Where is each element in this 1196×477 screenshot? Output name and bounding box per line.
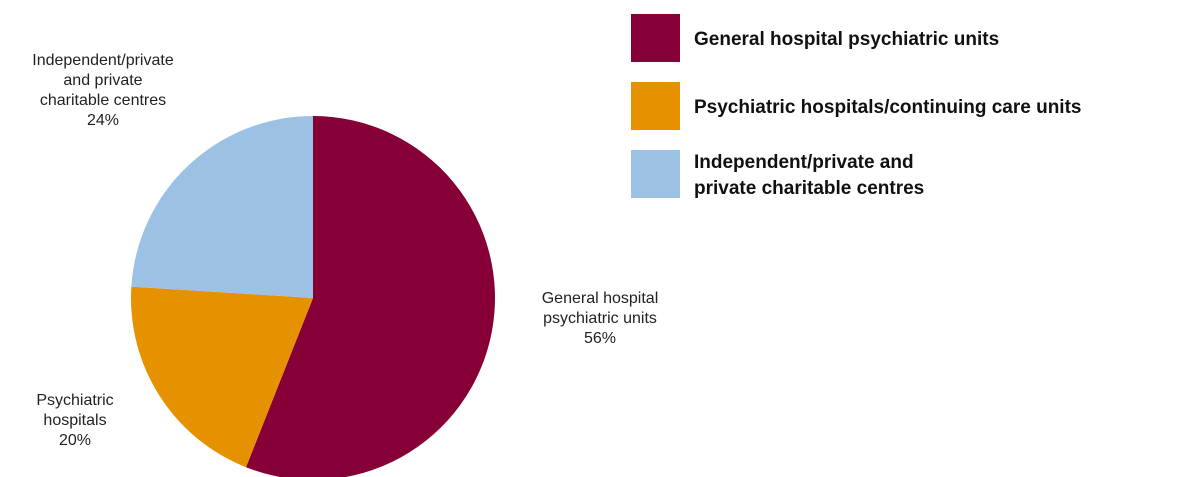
legend-label-line: General hospital psychiatric units [694, 29, 999, 50]
legend-label-line: private charitable centres [694, 178, 924, 199]
slice-label-line: Independent/private [32, 52, 174, 69]
slice-label-line: psychiatric units [543, 310, 657, 327]
slice-label-line: General hospital [542, 290, 659, 307]
slice-label-line: and private [63, 72, 142, 89]
slice-label-line: 24% [87, 112, 119, 129]
slice-label-line: Psychiatric [36, 392, 113, 409]
legend-label: Psychiatric hospitals/continuing care un… [694, 97, 1081, 118]
slice-label-independent-private-and-private-charitable-centres: Independent/private and private charitable… [32, 52, 174, 129]
legend-swatch [631, 14, 680, 62]
pie-slice-psychiatric-hospitals-continuing-care-units [131, 286, 313, 468]
pie-slice-independent-private-and-private-charitable-centres [131, 116, 313, 298]
slice-label-general-hospital-psychiatric-units: General hospital psychiatric units 56% [542, 290, 659, 347]
legend-label: General hospital psychiatric units [694, 29, 999, 50]
legend: General hospital psychiatric units Psychi… [631, 14, 1081, 199]
slice-label-line: charitable centres [40, 92, 166, 109]
legend-label-line: Independent/private and [694, 152, 914, 173]
legend-swatch [631, 82, 680, 130]
slice-labels: General hospital psychiatric units 56% Psyc… [32, 52, 658, 449]
slice-label-line: 20% [59, 432, 91, 449]
slice-label-line: hospitals [43, 412, 106, 429]
legend-label: Independent/private and private charitabl… [694, 152, 924, 199]
legend-swatch [631, 150, 680, 198]
pie-slices [131, 116, 495, 477]
pie-slice-general-hospital-psychiatric-units [246, 116, 495, 477]
slice-label-psychiatric-hospitals-continuing-care-units: Psychiatric hospitals 20% [36, 392, 113, 449]
slice-label-line: 56% [584, 330, 616, 347]
legend-label-line: Psychiatric hospitals/continuing care un… [694, 97, 1081, 118]
